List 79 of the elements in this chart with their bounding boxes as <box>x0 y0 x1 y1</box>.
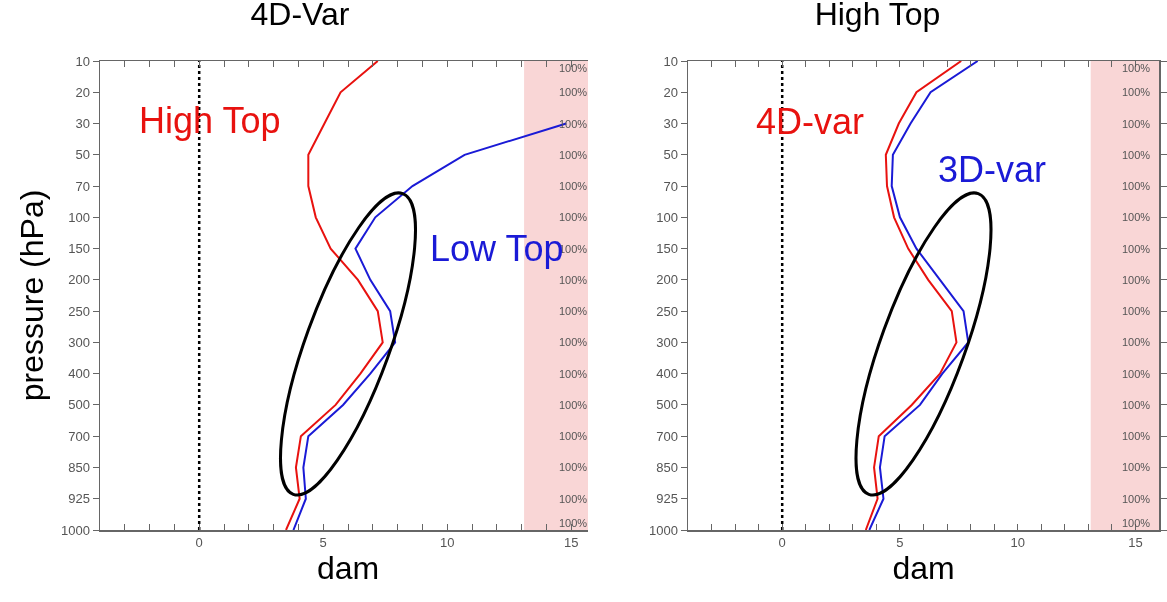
y-tick-label: 850 <box>656 460 678 476</box>
annotation: 100% <box>559 149 588 161</box>
y-tick-label: 300 <box>656 334 678 350</box>
chart-title: 4D-Var <box>250 0 350 33</box>
y-tick-label: 100 <box>68 209 90 225</box>
y-tick-label: 50 <box>75 147 90 163</box>
chart-title: High Top <box>814 0 941 33</box>
y-tick-label: 500 <box>68 397 90 413</box>
annotation: 100% <box>559 461 588 473</box>
y-tick-label: 200 <box>656 272 678 288</box>
annotation: 100% <box>559 368 588 380</box>
annotation: 100% <box>559 86 588 98</box>
annotation: 100% <box>559 274 588 286</box>
annotation: 100% <box>559 430 588 442</box>
y-tick-label: 150 <box>68 241 90 257</box>
annotation: 100% <box>1122 493 1151 505</box>
y-tick-label: 70 <box>663 178 678 194</box>
annotation: 100% <box>559 118 588 130</box>
y-tick-label: 925 <box>68 491 90 507</box>
annotation: 100% <box>559 211 588 223</box>
annotation: 100% <box>1122 430 1151 442</box>
annotation: 100% <box>1122 336 1151 348</box>
annotation: 100% <box>559 305 588 317</box>
y-tick-label: 200 <box>68 272 90 288</box>
y-tick-label: 850 <box>68 460 90 476</box>
x-axis-title: dam <box>316 550 380 587</box>
y-tick-label: 10 <box>75 53 90 69</box>
y-tick-label: 400 <box>656 366 678 382</box>
annotation: 100% <box>1122 274 1151 286</box>
annotation: 100% <box>1122 118 1151 130</box>
annotation: 100% <box>1122 62 1151 74</box>
annotation: 100% <box>1122 305 1151 317</box>
y-axis-title: pressure (hPa) <box>13 189 50 402</box>
y-tick-label: 700 <box>656 428 678 444</box>
annotation: 100% <box>559 517 588 529</box>
y-tick-label: 925 <box>656 491 678 507</box>
series-label: High Top <box>139 100 281 141</box>
annotation: 100% <box>1122 368 1151 380</box>
y-tick-label: 1000 <box>60 522 90 538</box>
x-tick-label: 0 <box>195 535 203 551</box>
annotation: 100% <box>1122 517 1151 529</box>
y-tick-label: 400 <box>68 366 90 382</box>
y-tick-label: 250 <box>656 303 678 319</box>
y-tick-label: 70 <box>75 178 90 194</box>
y-tick-label: 30 <box>75 116 90 132</box>
annotation: 100% <box>1122 149 1151 161</box>
x-tick-label: 15 <box>1128 535 1143 551</box>
annotation: 100% <box>1122 461 1151 473</box>
y-tick-label: 700 <box>68 428 90 444</box>
annotation: 100% <box>1122 211 1151 223</box>
y-tick-label: 250 <box>68 303 90 319</box>
y-tick-label: 1000 <box>648 522 678 538</box>
annotation: 100% <box>559 180 588 192</box>
x-tick-label: 5 <box>896 535 904 551</box>
x-tick-label: 0 <box>778 535 786 551</box>
series-label: 4D-var <box>756 101 865 142</box>
y-tick-label: 50 <box>663 147 678 163</box>
series-label: 3D-var <box>938 149 1047 190</box>
annotation: 100% <box>559 62 588 74</box>
annotation: 100% <box>1122 180 1151 192</box>
annotation: 100% <box>559 493 588 505</box>
y-tick-label: 10 <box>663 53 678 69</box>
annotation: 100% <box>1122 86 1151 98</box>
y-tick-label: 20 <box>663 84 678 100</box>
annotation: 100% <box>1122 399 1151 411</box>
y-tick-label: 500 <box>656 397 678 413</box>
annotation: 100% <box>559 336 588 348</box>
x-tick-label: 10 <box>439 535 455 551</box>
annotation: 100% <box>1122 243 1151 255</box>
x-tick-label: 15 <box>563 535 579 551</box>
x-axis-title: dam <box>892 550 955 587</box>
y-tick-label: 30 <box>663 116 678 132</box>
y-tick-label: 100 <box>656 209 678 225</box>
y-tick-label: 20 <box>75 84 90 100</box>
y-tick-label: 300 <box>68 334 90 350</box>
x-tick-label: 5 <box>319 535 327 551</box>
annotation: 100% <box>559 399 588 411</box>
y-tick-label: 150 <box>656 241 678 257</box>
x-tick-label: 10 <box>1010 535 1025 551</box>
